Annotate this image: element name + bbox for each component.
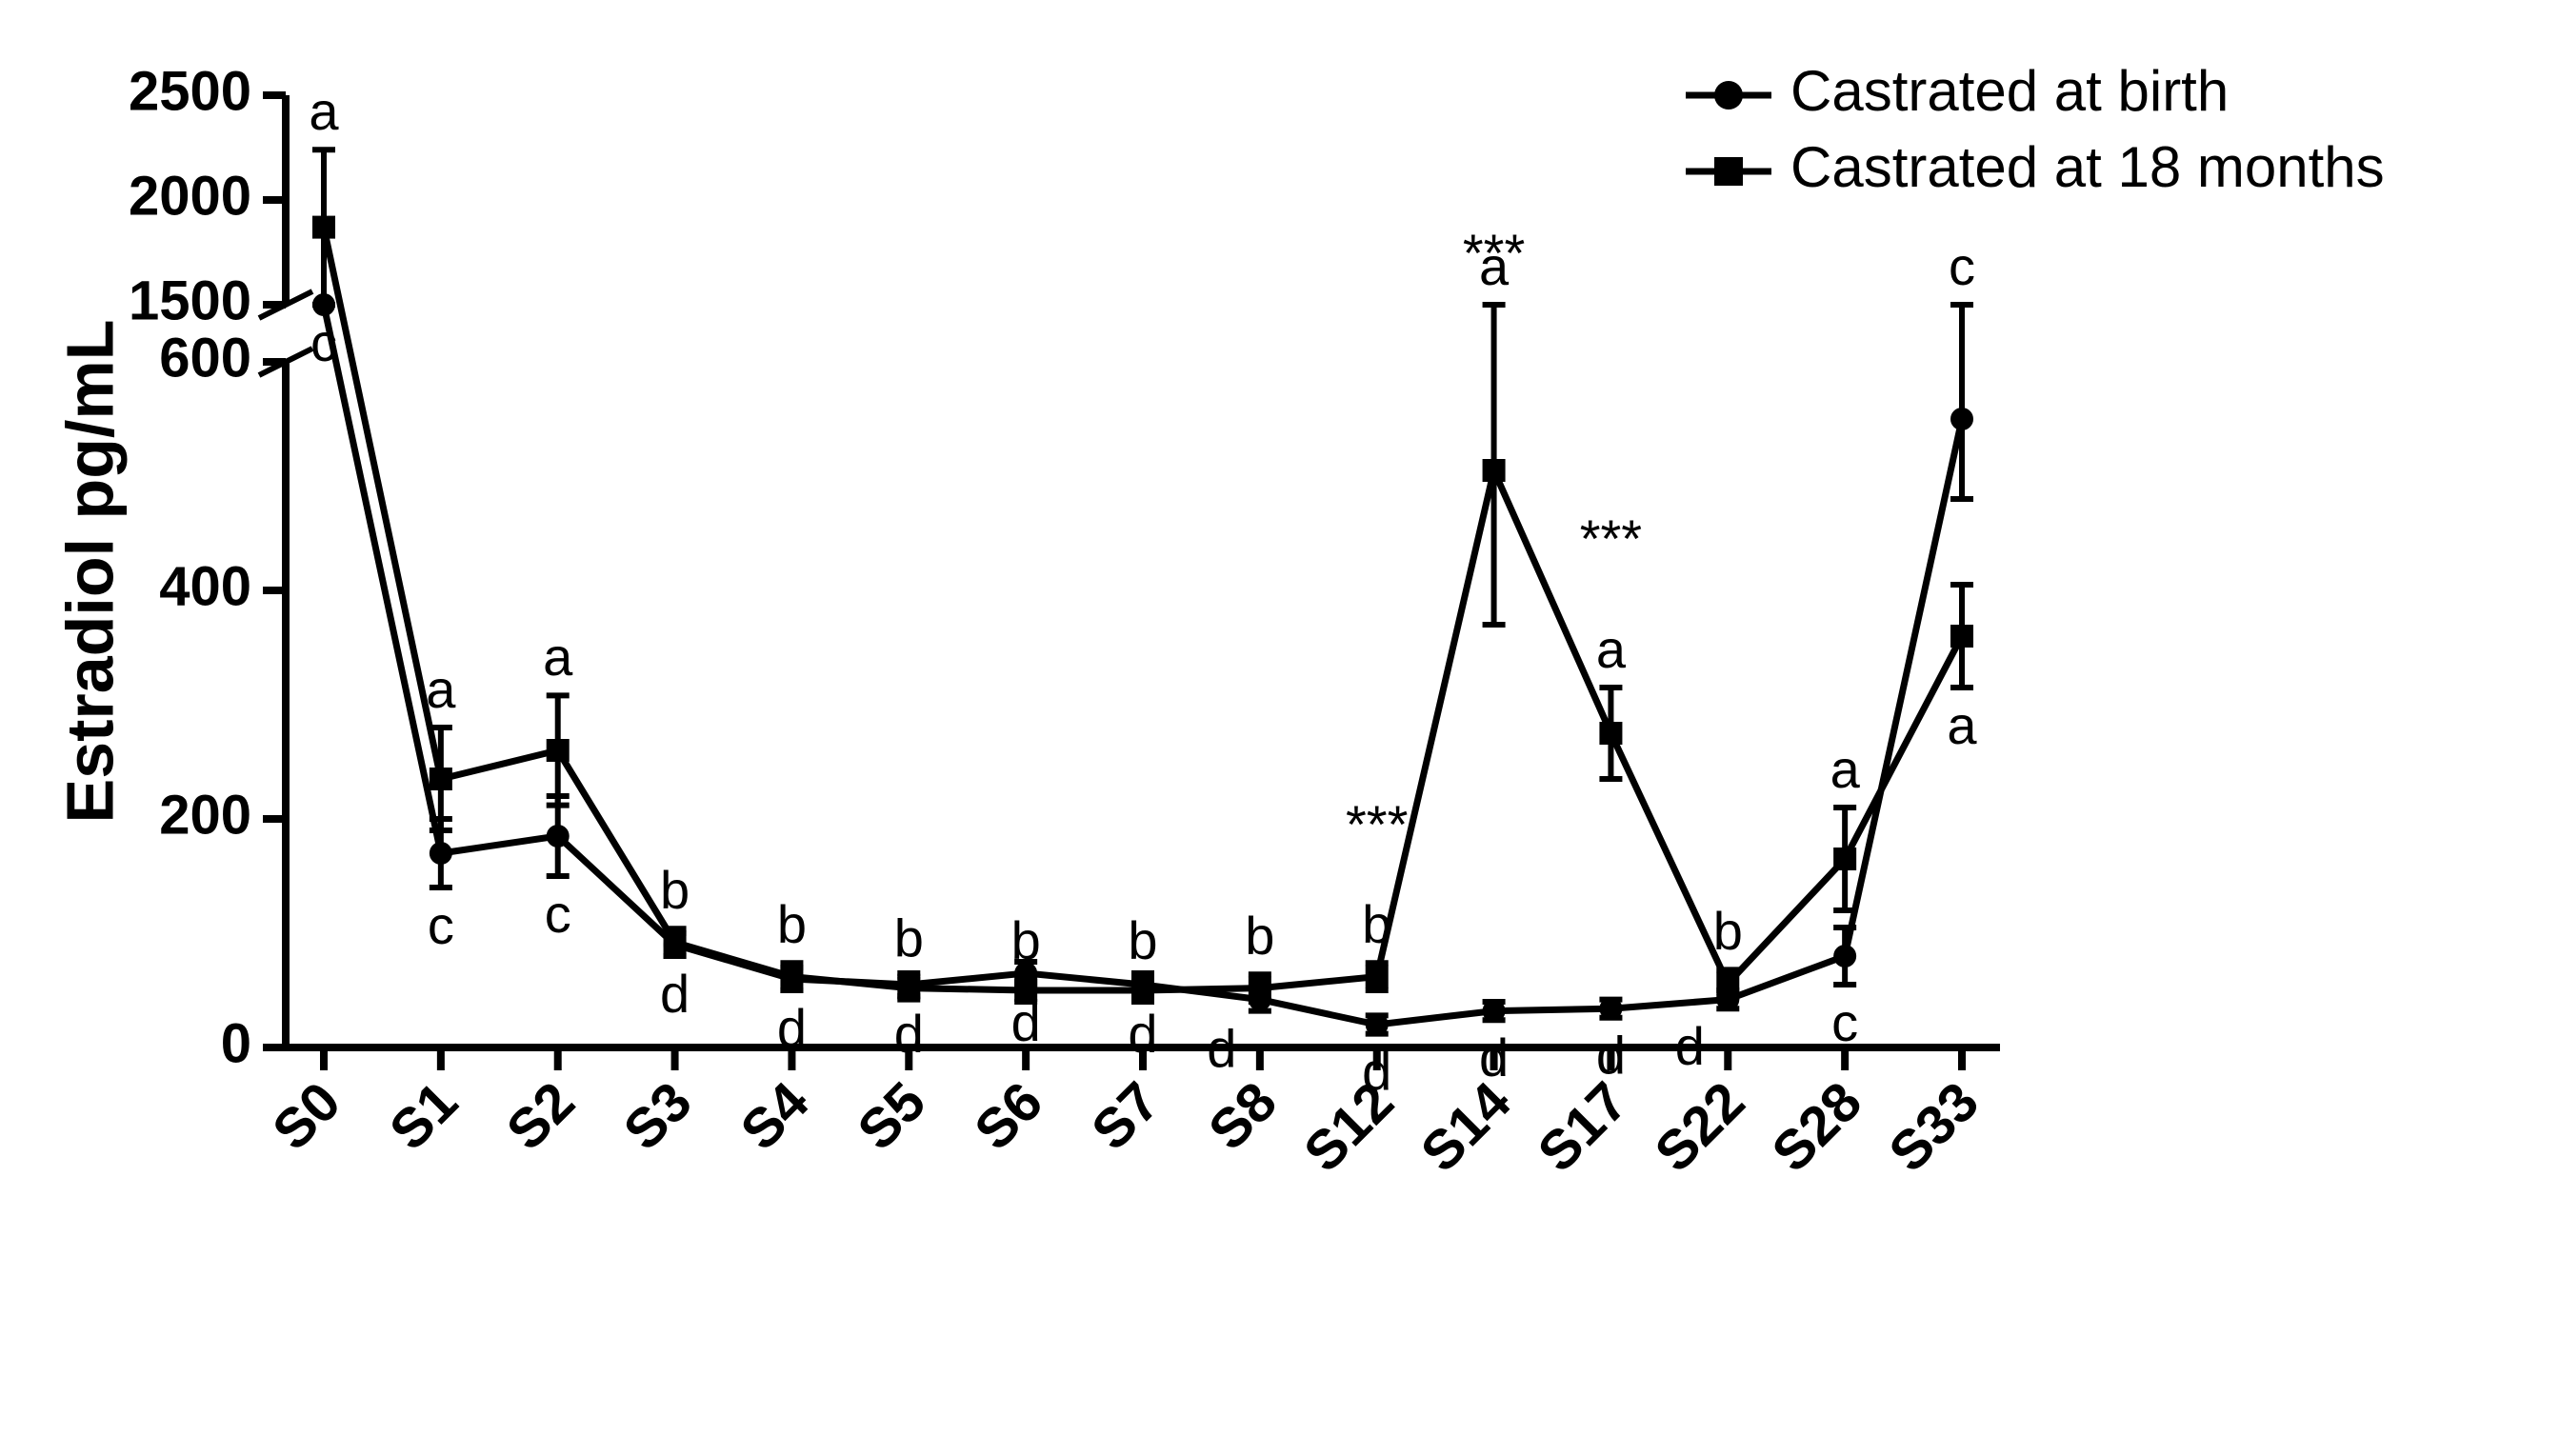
point-annotation: b	[777, 894, 807, 954]
point-annotation: c	[1831, 992, 1858, 1052]
point-annotation: a	[1947, 695, 1977, 755]
chart-svg: 0200400600150020002500Estradiol pg/mLS0S…	[0, 0, 2560, 1456]
point-annotation: a	[309, 81, 339, 141]
point-annotation: a	[1596, 619, 1627, 679]
point-annotation: d	[777, 998, 807, 1058]
point-annotation: d	[1675, 1016, 1705, 1076]
point-annotation: a	[426, 659, 456, 719]
estradiol-chart: 0200400600150020002500Estradiol pg/mLS0S…	[0, 0, 2560, 1456]
point-annotation: b	[1713, 901, 1743, 961]
point-annotation: b	[894, 908, 924, 967]
legend-label: Castrated at birth	[1790, 59, 2229, 123]
point-annotation: d	[1479, 1027, 1509, 1087]
y-tick-label: 400	[159, 555, 251, 617]
point-annotation: d	[1596, 1026, 1626, 1086]
y-tick-label: 0	[221, 1012, 251, 1074]
point-annotation: c	[1949, 236, 1975, 296]
y-axis-title: Estradiol pg/mL	[52, 320, 127, 824]
point-annotation: c	[545, 884, 571, 944]
point-annotation: a	[1830, 739, 1861, 799]
point-annotation: d	[1362, 1041, 1391, 1101]
point-annotation: c	[310, 312, 337, 372]
significance-stars: ***	[1346, 794, 1408, 854]
y-tick-label: 600	[159, 327, 251, 389]
significance-stars: ***	[1580, 509, 1642, 568]
point-annotation: b	[1245, 906, 1274, 966]
point-annotation: b	[1128, 910, 1157, 970]
point-annotation: b	[660, 860, 690, 920]
y-tick-label: 200	[159, 784, 251, 846]
point-annotation: b	[1362, 894, 1391, 954]
point-annotation: c	[428, 895, 454, 955]
y-tick-label: 1500	[129, 269, 251, 331]
point-annotation: b	[1011, 910, 1041, 970]
point-annotation: d	[1128, 1004, 1157, 1064]
significance-stars: ***	[1463, 223, 1525, 283]
legend-label: Castrated at 18 months	[1790, 135, 2385, 199]
y-tick-label: 2000	[129, 165, 251, 227]
point-annotation: d	[1207, 1018, 1236, 1078]
y-tick-label: 2500	[129, 60, 251, 122]
point-annotation: a	[543, 627, 573, 687]
point-annotation: d	[894, 1004, 924, 1064]
point-annotation: d	[660, 964, 690, 1024]
